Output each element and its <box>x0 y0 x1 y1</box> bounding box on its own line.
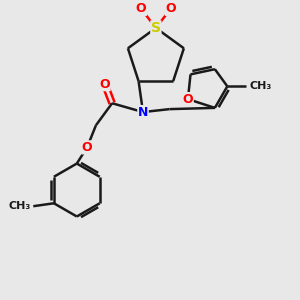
Text: O: O <box>99 78 110 91</box>
Text: S: S <box>151 21 161 35</box>
Text: O: O <box>136 2 146 15</box>
Text: O: O <box>82 141 92 154</box>
Text: CH₃: CH₃ <box>249 81 272 91</box>
Text: CH₃: CH₃ <box>8 201 30 211</box>
Text: O: O <box>165 2 176 15</box>
Text: N: N <box>138 106 148 118</box>
Text: O: O <box>183 93 193 106</box>
